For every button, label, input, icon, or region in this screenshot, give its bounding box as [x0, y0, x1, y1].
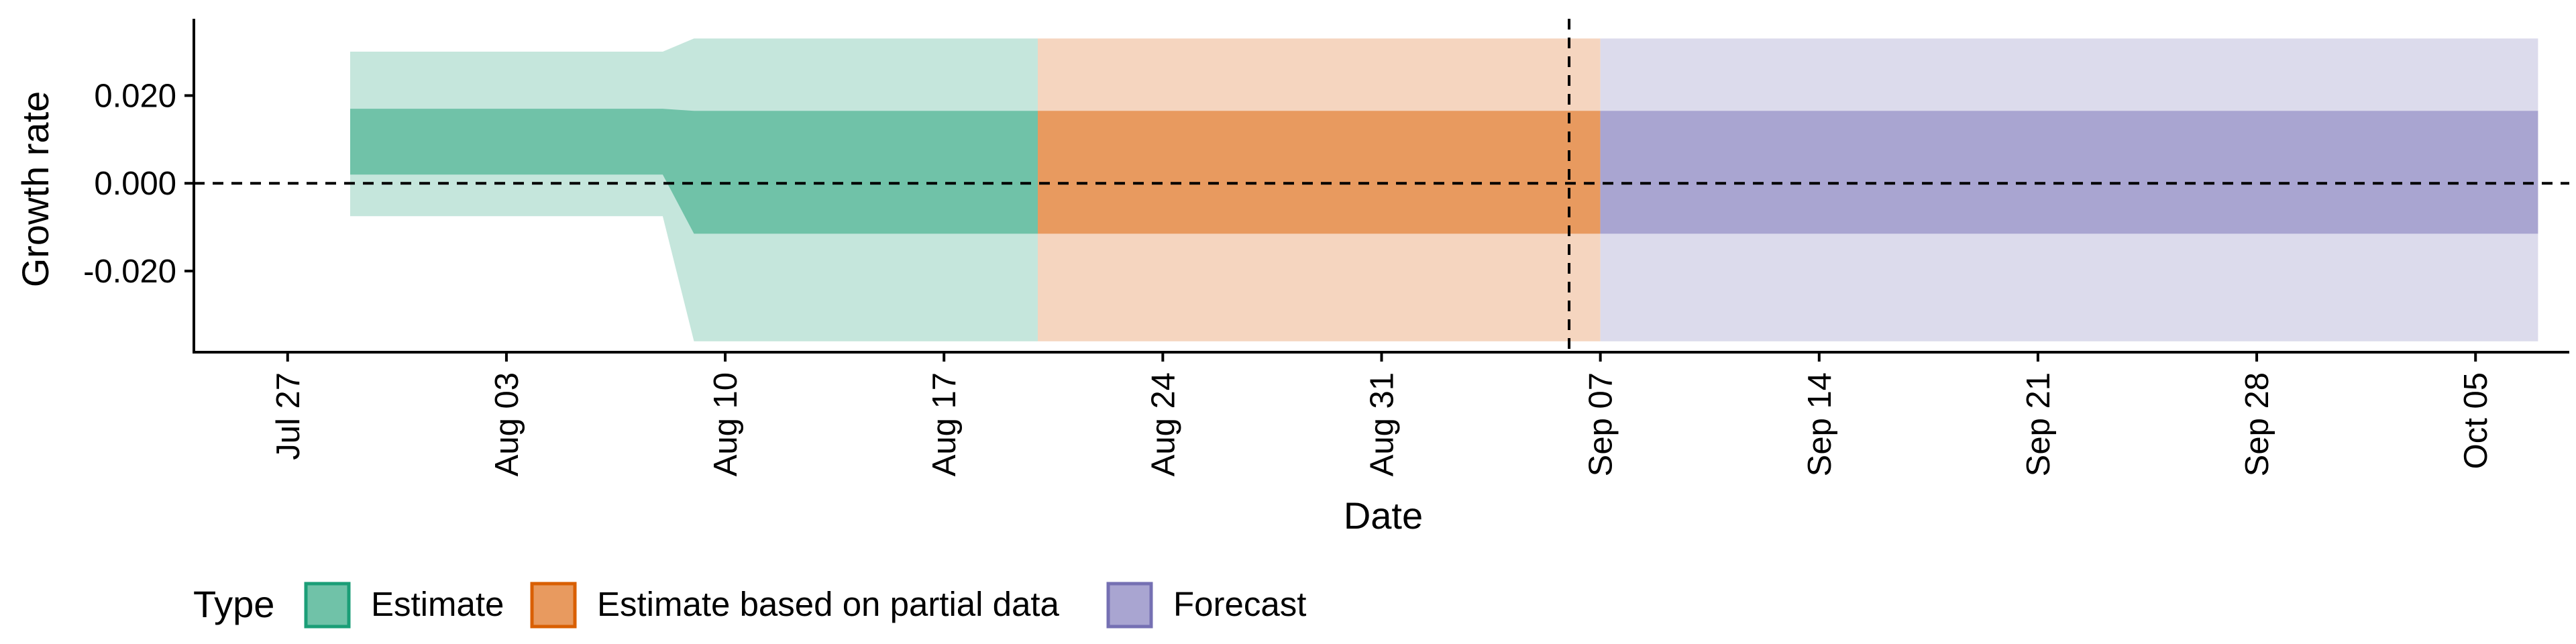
- legend-swatch: [1106, 582, 1153, 629]
- x-tick-label: Jul 27: [270, 372, 307, 460]
- x-tick-label: Aug 24: [1145, 372, 1181, 476]
- legend-item-1: Estimate based on partial data: [530, 582, 1060, 629]
- legend-item-2: Forecast: [1106, 582, 1306, 629]
- x-tick-label: Aug 17: [926, 372, 963, 476]
- legend-swatch: [530, 582, 577, 629]
- band-inner-0: [350, 109, 1038, 234]
- x-axis-title: Date: [1344, 494, 1423, 537]
- x-tick-label: Oct 05: [2458, 372, 2494, 469]
- y-tick-label: -0.020: [83, 254, 176, 290]
- legend-label: Forecast: [1173, 585, 1306, 623]
- band-inner-2: [1600, 111, 2538, 234]
- y-tick-label: 0.000: [94, 166, 176, 202]
- x-tick-label: Aug 31: [1364, 372, 1401, 476]
- legend: Type Estimate Estimate based on partial d…: [193, 582, 1306, 629]
- legend-label: Estimate: [371, 585, 504, 623]
- series-2: [1600, 38, 2538, 341]
- x-tick-label: Sep 28: [2239, 372, 2275, 476]
- series-0: [350, 38, 1038, 341]
- band-inner-1: [1038, 111, 1601, 234]
- legend-item-0: Estimate: [304, 582, 504, 629]
- legend-title: Type: [193, 583, 274, 625]
- y-tick-label: 0.020: [94, 78, 176, 114]
- ticks: -0.020 0.000 0.020 Jul 27 Aug 03 Aug 10 Aug 17…: [83, 78, 2494, 476]
- x-tick-label: Sep 07: [1583, 372, 1619, 476]
- y-axis-title: Growth rate: [14, 91, 56, 288]
- legend-swatch: [304, 582, 351, 629]
- x-tick-label: Aug 03: [489, 372, 525, 476]
- ribbon-layer: [350, 38, 2538, 341]
- series-1: [1038, 38, 1601, 341]
- x-tick-label: Aug 10: [708, 372, 744, 476]
- x-tick-label: Sep 14: [1802, 372, 1838, 476]
- reference-lines: [194, 19, 2569, 352]
- legend-label: Estimate based on partial data: [597, 585, 1060, 623]
- x-tick-label: Sep 21: [2021, 372, 2057, 476]
